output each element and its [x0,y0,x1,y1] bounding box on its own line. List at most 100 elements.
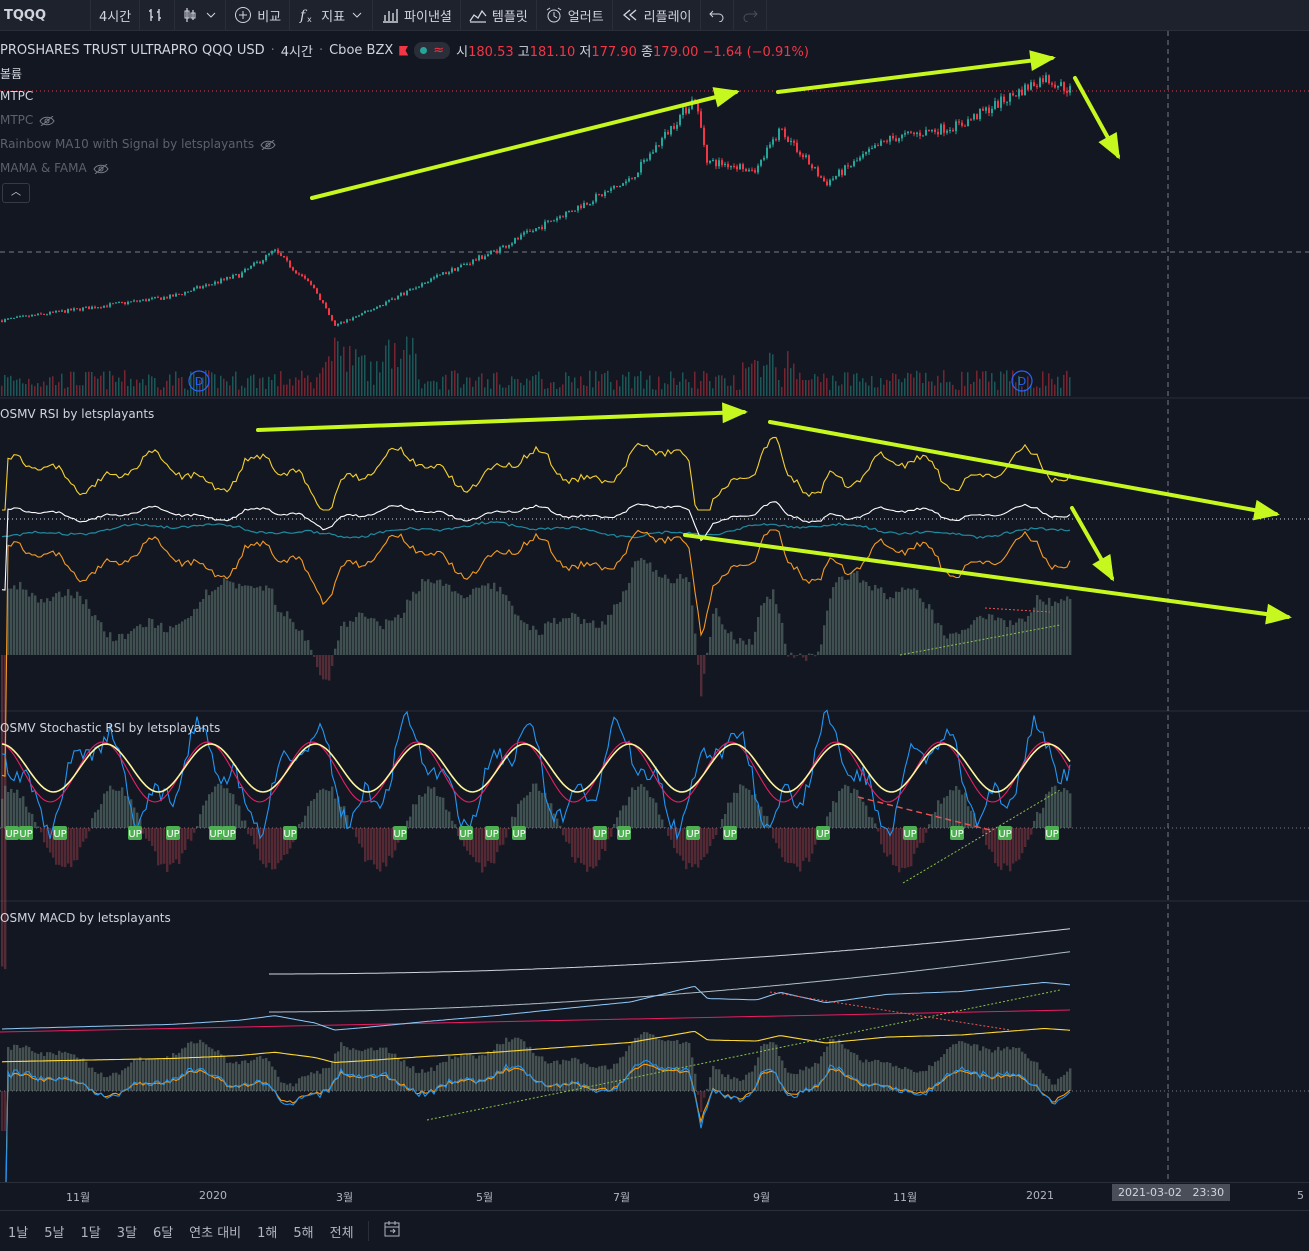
mama-legend[interactable]: MAMA & FAMA [0,161,109,175]
stoch-histogram-bar [733,793,735,828]
price-candle [397,296,399,299]
range-1d[interactable]: 1날 [0,1222,36,1241]
replay-button[interactable]: 리플레이 [613,0,701,30]
volume-legend[interactable]: 볼륨 [0,65,22,82]
price-candle [262,260,264,263]
rsi-histogram-bar [328,655,330,681]
stoch-histogram-bar [562,828,564,835]
price-candle [838,170,840,176]
crosshair-time-label: 2021-03-02 23:30 [1112,1184,1230,1201]
macd-histogram-bar [358,1051,360,1091]
rainbow-legend[interactable]: Rainbow MA10 with Signal by letsplayants [0,137,276,151]
ohlc-values: 시180.53 고181.10 저177.90 종179.00 −1.64 (−… [456,41,809,60]
mtpc-hidden-legend[interactable]: MTPC [0,113,55,127]
market-status-badge[interactable]: ≈ [414,42,450,59]
rsi-histogram-bar [1051,606,1053,655]
chart-style-button[interactable] [140,0,175,30]
interval-selector[interactable]: 4시간 [91,0,140,30]
volume-bar [574,378,576,396]
volume-bar [1048,373,1050,396]
range-all[interactable]: 전체 [322,1222,362,1241]
price-candle [622,183,624,186]
stoch-histogram-bar [280,828,282,860]
volume-bar [658,377,660,396]
stoch-histogram-bar [124,796,126,828]
volume-bar [931,381,933,396]
price-candle [706,145,708,163]
rsi-histogram-bar [481,585,483,655]
macd-histogram-bar [199,1040,201,1091]
rsi-histogram-bar [709,637,711,655]
annotation-arrowhead [1253,500,1280,521]
compare-button[interactable]: 비교 [226,0,290,30]
price-candle [22,316,24,317]
rsi-histogram-bar [739,638,741,655]
stoch-histogram-bar [892,828,894,865]
range-ytd[interactable]: 연초 대비 [181,1222,249,1241]
macd-histogram-bar [823,1052,825,1091]
candle-style-button[interactable] [175,0,226,30]
divergence-dotted-line [903,790,1060,883]
rsi-pane-title[interactable]: OSMV RSI by letsplayants [0,407,154,421]
templates-button[interactable]: 템플릿 [461,0,537,30]
range-5d[interactable]: 5날 [36,1222,72,1241]
price-candle [898,138,900,141]
stoch-histogram-bar [709,828,711,846]
volume-bar [211,372,213,396]
price-candle [1021,89,1023,95]
rsi-histogram-bar [40,599,42,655]
goto-date-button[interactable] [375,1220,409,1242]
price-candle [82,308,84,311]
collapse-legend-button[interactable]: ︿ [2,183,30,203]
macd-histogram-bar [148,1059,150,1091]
stoch-histogram-bar [652,798,654,828]
range-1m[interactable]: 1달 [72,1222,108,1241]
eye-hidden-icon[interactable] [93,164,109,174]
volume-bar [841,384,843,396]
eye-hidden-icon[interactable] [39,116,55,126]
range-6m[interactable]: 6달 [145,1222,181,1241]
price-candle [79,308,81,310]
price-candle [865,152,867,154]
financials-button[interactable]: 파이낸셜 [373,0,461,30]
macd-histogram-bar [49,1052,51,1091]
price-candle [724,164,726,165]
rsi-histogram-bar [622,591,624,655]
volume-bar [385,345,387,396]
stoch-histogram-bar [541,793,543,828]
price-candle [370,310,372,311]
redo-button[interactable] [734,0,767,30]
undo-button[interactable] [701,0,734,30]
rsi-histogram-bar [682,579,684,655]
stoch-histogram-bar [94,812,96,828]
symbol-search[interactable]: TQQQ [0,0,91,30]
replay-label: 리플레이 [644,6,692,25]
macd-histogram-bar [244,1060,246,1091]
stoch-histogram-bar [745,788,747,828]
mtpc-legend[interactable]: MTPC [0,89,33,103]
volume-bar [235,372,237,396]
price-candle [880,141,882,146]
price-candle [727,164,729,167]
volume-bar [877,387,879,396]
stoch-pane-title[interactable]: OSMV Stochastic RSI by letsplayants [0,721,220,735]
rsi-histogram-bar [445,584,447,655]
alert-button[interactable]: 얼러트 [537,0,613,30]
stoch-histogram-bar [379,828,381,872]
macd-histogram-bar [466,1053,468,1091]
volume-bar [481,373,483,396]
price-candle [1009,93,1011,101]
volume-bar [850,386,852,396]
rsi-histogram-bar [529,630,531,655]
range-5y[interactable]: 5해 [285,1222,321,1241]
macd-pane-title[interactable]: OSMV MACD by letsplayants [0,911,171,925]
rsi-histogram-bar [1063,601,1065,655]
eye-hidden-icon[interactable] [260,140,276,150]
rsi-histogram-bar [235,588,237,655]
range-1y[interactable]: 1해 [249,1222,285,1241]
range-3m[interactable]: 3달 [109,1222,145,1241]
macd-histogram-bar [118,1075,120,1091]
macd-histogram-bar [568,1061,570,1091]
